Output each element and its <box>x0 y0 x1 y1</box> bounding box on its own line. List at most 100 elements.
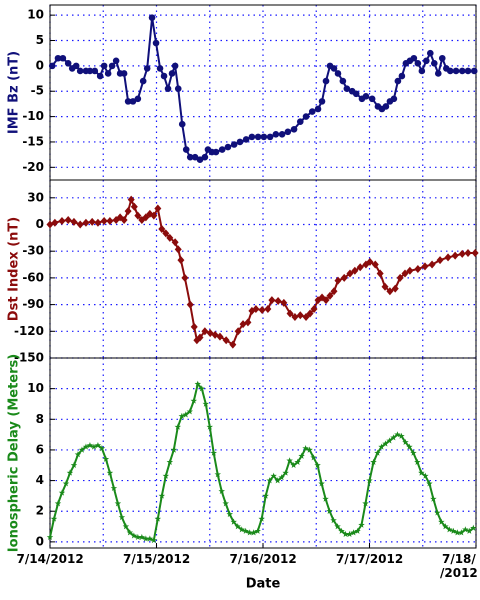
marker <box>186 153 194 161</box>
marker <box>266 477 273 484</box>
marker <box>142 213 150 222</box>
marker <box>430 495 437 502</box>
marker <box>54 500 62 507</box>
marker <box>466 527 473 534</box>
marker <box>352 90 360 98</box>
marker <box>51 218 59 227</box>
marker <box>382 103 390 110</box>
marker <box>366 257 374 266</box>
marker <box>86 441 94 449</box>
marker <box>258 515 265 522</box>
marker <box>252 305 260 314</box>
marker <box>382 440 389 447</box>
marker <box>250 529 257 536</box>
marker <box>450 527 457 534</box>
marker <box>174 85 182 92</box>
marker <box>470 524 477 531</box>
y-tick-label: 5 <box>36 33 44 47</box>
y-tick-label: -60 <box>22 270 44 284</box>
marker <box>201 153 209 161</box>
marker <box>368 95 376 103</box>
marker <box>406 266 414 275</box>
marker <box>434 509 441 516</box>
marker <box>423 57 430 65</box>
marker <box>426 49 434 57</box>
marker <box>158 492 166 499</box>
x-tick-label: 7/17/2012 <box>336 552 404 566</box>
marker <box>272 131 280 138</box>
marker <box>154 204 162 213</box>
marker <box>152 39 160 47</box>
marker <box>70 461 78 469</box>
marker <box>191 153 199 161</box>
marker <box>102 455 110 462</box>
marker <box>234 327 242 336</box>
marker <box>274 297 282 306</box>
marker <box>114 500 122 507</box>
marker <box>401 269 409 278</box>
marker <box>414 458 421 465</box>
marker <box>226 510 233 518</box>
x-tick-label: 7/18/ /2012 <box>440 552 478 580</box>
marker <box>386 437 393 444</box>
marker <box>334 276 342 285</box>
marker <box>170 446 178 453</box>
marker <box>130 532 138 539</box>
marker <box>396 273 404 282</box>
marker <box>436 256 444 265</box>
marker <box>260 133 268 141</box>
marker <box>182 411 190 418</box>
marker <box>446 526 453 533</box>
marker <box>339 77 347 85</box>
marker <box>124 207 132 216</box>
marker <box>76 67 84 75</box>
marker <box>464 248 472 257</box>
marker <box>302 113 310 120</box>
y-tick-label: 30 <box>27 190 44 204</box>
marker <box>242 136 250 143</box>
marker <box>302 313 310 322</box>
marker <box>156 65 164 72</box>
marker <box>178 120 186 128</box>
marker <box>326 291 334 300</box>
marker <box>150 536 158 544</box>
marker <box>118 513 126 521</box>
y-axis-label: IMF Bz (nT) <box>7 51 22 134</box>
marker <box>322 77 330 85</box>
marker <box>88 217 96 226</box>
marker <box>134 533 142 541</box>
marker <box>386 287 394 296</box>
marker <box>343 85 351 92</box>
marker <box>104 70 112 77</box>
marker <box>330 65 338 72</box>
marker <box>322 495 329 502</box>
marker <box>462 526 469 533</box>
marker <box>218 146 226 153</box>
marker <box>108 62 116 70</box>
marker <box>471 248 479 257</box>
marker <box>298 452 305 459</box>
marker <box>86 67 94 75</box>
marker <box>112 57 120 65</box>
y-tick-label: 10 <box>27 381 44 395</box>
marker <box>100 216 108 225</box>
marker <box>143 65 151 72</box>
marker <box>122 523 130 530</box>
marker <box>224 143 232 151</box>
marker <box>274 477 281 484</box>
marker <box>334 523 341 530</box>
x-tick-label: 7/15/2012 <box>123 552 191 566</box>
marker <box>244 318 252 327</box>
marker <box>222 500 229 507</box>
marker <box>381 282 389 291</box>
marker <box>340 273 348 282</box>
marker <box>94 218 102 227</box>
y-tick-label: -120 <box>14 324 44 338</box>
marker <box>212 148 220 156</box>
marker <box>196 333 204 342</box>
marker <box>46 533 54 541</box>
marker <box>310 305 318 314</box>
marker <box>286 457 293 464</box>
marker <box>421 262 429 271</box>
